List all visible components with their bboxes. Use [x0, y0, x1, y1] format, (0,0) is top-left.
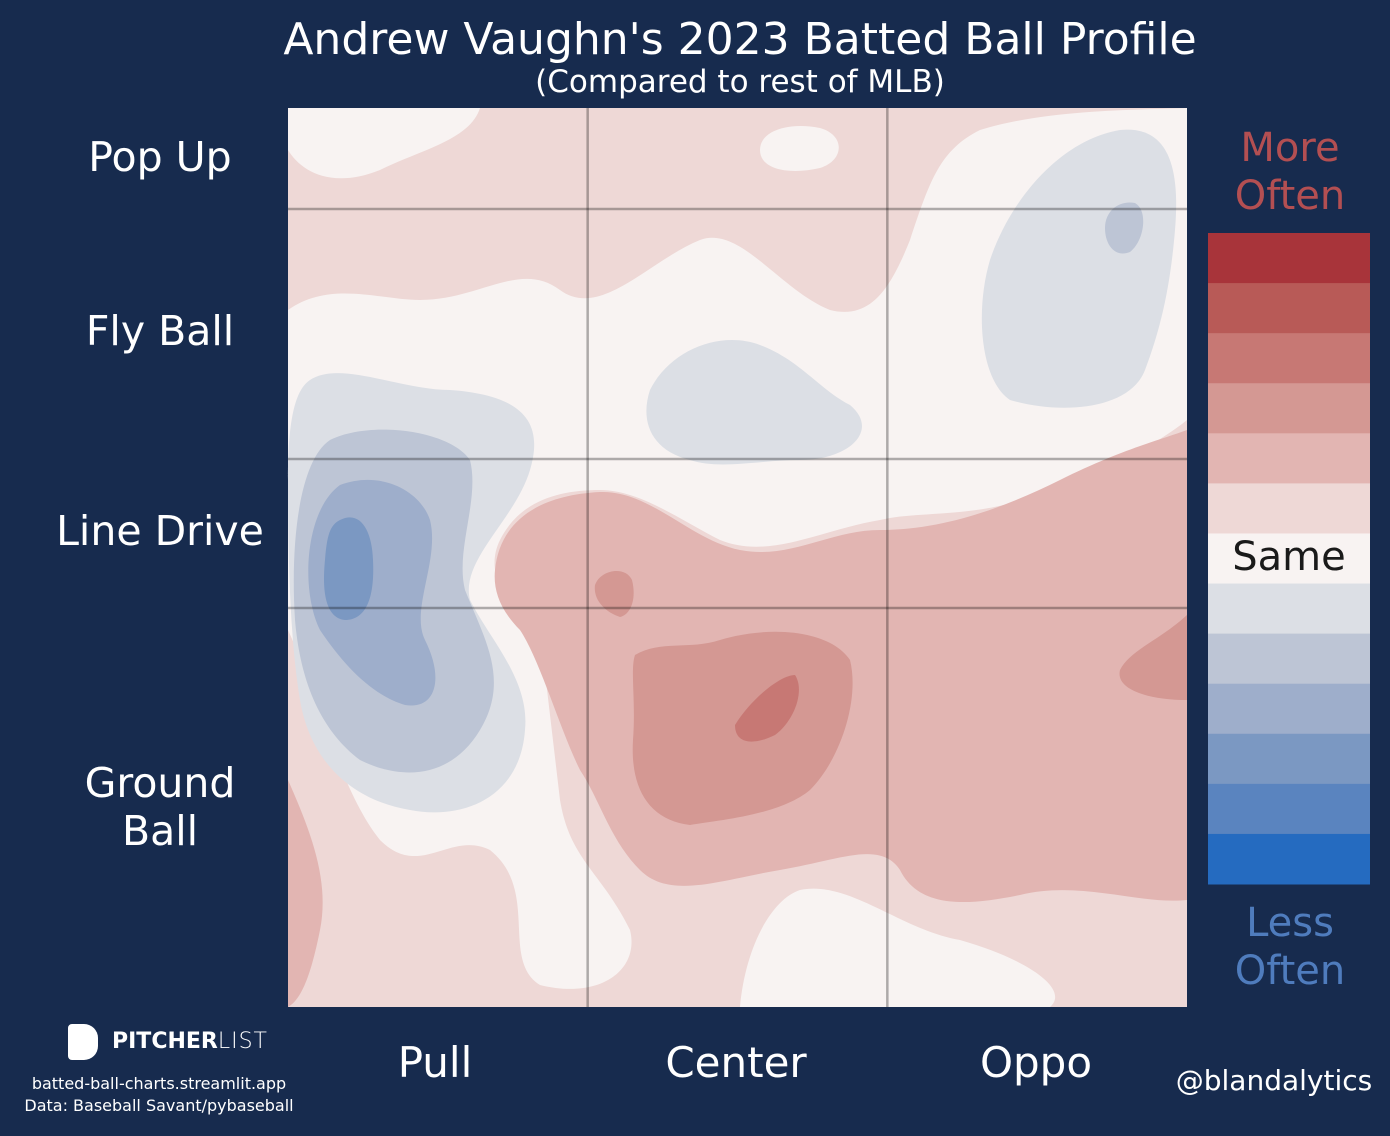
chart-title: Andrew Vaughn's 2023 Batted Ball Profile: [283, 14, 1197, 65]
colorbar-top-label: More Often: [1234, 125, 1346, 219]
chart-subtitle: (Compared to rest of MLB): [535, 64, 945, 100]
colorbar-swatch: [1208, 333, 1370, 384]
source: Data: Baseball Savant/pybaseball: [24, 1096, 294, 1115]
colorbar-middle-label: Same: [1232, 534, 1346, 580]
colorbar-swatch: [1208, 783, 1370, 835]
colorbar-swatch: [1208, 233, 1370, 284]
colorbar-swatch: [1208, 683, 1370, 735]
y-category-label: Line Drive: [56, 507, 264, 555]
y-category-label: Ground Ball: [84, 759, 236, 855]
contour-region: [1105, 202, 1144, 254]
contour-region: [646, 340, 862, 465]
handle: @blandalytics: [1175, 1064, 1373, 1097]
colorbar-swatch: [1208, 533, 1370, 585]
logo: PITCHERLIST: [68, 1024, 268, 1060]
contour-region: [1119, 615, 1187, 700]
contour-region: [324, 517, 374, 620]
colorbar-swatch: [1208, 483, 1370, 534]
y-category-label: Fly Ball: [85, 307, 235, 355]
colorbar-bottom-label: Less Often: [1234, 900, 1346, 994]
colorbar-swatch: [1208, 283, 1370, 334]
logo-light: LIST: [217, 1029, 268, 1054]
contour-region: [740, 888, 1056, 1007]
x-category-label: Oppo: [979, 1038, 1093, 1087]
x-category-label: Center: [665, 1038, 807, 1087]
contour-region: [981, 129, 1177, 408]
contour-region: [594, 570, 634, 617]
colorbar-swatch: [1208, 383, 1370, 434]
colorbar-swatch: [1208, 733, 1370, 785]
y-category-label: Pop Up: [88, 133, 232, 181]
x-category-label: Pull: [397, 1038, 473, 1087]
contour-region: [288, 108, 480, 179]
colorbar-swatch: [1208, 833, 1370, 885]
contour-region: [288, 780, 323, 1007]
colorbar-swatch: [1208, 433, 1370, 484]
logo-bold: PITCHER: [112, 1029, 218, 1054]
contour-region: [735, 675, 799, 742]
contour-region: [760, 126, 839, 171]
colorbar-swatch: [1208, 583, 1370, 635]
colorbar-swatch: [1208, 633, 1370, 685]
site: batted-ball-charts.streamlit.app: [31, 1074, 287, 1093]
logo-icon: [68, 1024, 98, 1060]
